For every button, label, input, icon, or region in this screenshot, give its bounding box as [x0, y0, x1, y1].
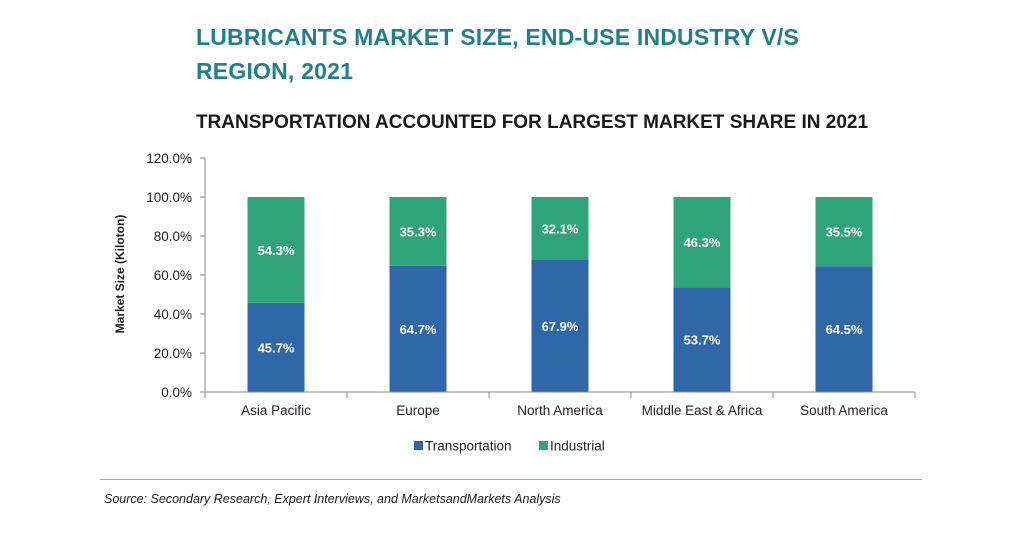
legend-swatch-0	[414, 441, 423, 450]
y-tick-label: 100.0%	[146, 190, 192, 205]
x-tick-label: Asia Pacific	[241, 403, 311, 418]
data-label: 54.3%	[258, 243, 295, 258]
data-label: 32.1%	[542, 221, 579, 236]
x-axis: Asia Pacific Europe North America Middle Ea…	[204, 391, 916, 418]
bar-transportation-0	[247, 302, 305, 392]
y-tick-label: 120.0%	[146, 151, 192, 166]
y-axis: 0.0% 20.0% 40.0% 60.0% 80.0% 100.0% 120.0%	[146, 151, 206, 400]
data-label: 35.3%	[400, 224, 437, 239]
x-tick-label: Middle East & Africa	[642, 403, 763, 418]
y-tick-label: 20.0%	[154, 346, 192, 361]
x-tick-label: South America	[800, 403, 888, 418]
legend-label: Industrial	[550, 439, 605, 454]
bar-transportation-1	[389, 265, 447, 392]
x-tick-label: North America	[517, 403, 603, 418]
bar-industrial-0	[247, 197, 305, 303]
data-label: 53.7%	[684, 333, 721, 348]
data-label: 64.7%	[400, 322, 437, 337]
bar-industrial-3	[673, 197, 731, 288]
bar-transportation-3	[673, 287, 731, 392]
source-note: Source: Secondary Research, Expert Inter…	[104, 492, 561, 506]
bar-transportation-4	[815, 266, 873, 392]
bar-industrial-4	[815, 197, 873, 267]
stacked-bar-chart: 0.0% 20.0% 40.0% 60.0% 80.0% 100.0% 120.0% 45.…	[113, 151, 916, 454]
page-title: LUBRICANTS MARKET SIZE, END-USE INDUSTRY…	[196, 24, 800, 84]
data-label: 67.9%	[542, 319, 579, 334]
y-tick-label: 80.0%	[154, 229, 192, 244]
bar-industrial-2	[531, 197, 589, 260]
chart-subtitle: TRANSPORTATION ACCOUNTED FOR LARGEST MAR…	[195, 112, 869, 133]
bar-transportation-2	[531, 259, 589, 392]
legend-label: Transportation	[425, 439, 512, 454]
legend: Transportation Industrial	[414, 439, 605, 454]
y-tick-label: 0.0%	[161, 385, 192, 400]
data-label: 45.7%	[258, 340, 295, 355]
y-tick-label: 60.0%	[154, 268, 192, 283]
data-label: 35.5%	[826, 225, 863, 240]
y-axis-label: Market Size (Kiloton)	[113, 215, 127, 334]
legend-swatch-1	[539, 441, 548, 450]
data-label: 46.3%	[684, 235, 721, 250]
y-tick-label: 40.0%	[154, 307, 192, 322]
x-tick-label: Europe	[396, 403, 440, 418]
footer-divider	[100, 479, 922, 480]
bar-industrial-1	[389, 197, 447, 266]
data-label: 64.5%	[826, 322, 863, 337]
bar-series: 45.7% 54.3% 64.7% 35.3% 67.9% 32.1% 53.7% 46.3%…	[247, 197, 873, 392]
